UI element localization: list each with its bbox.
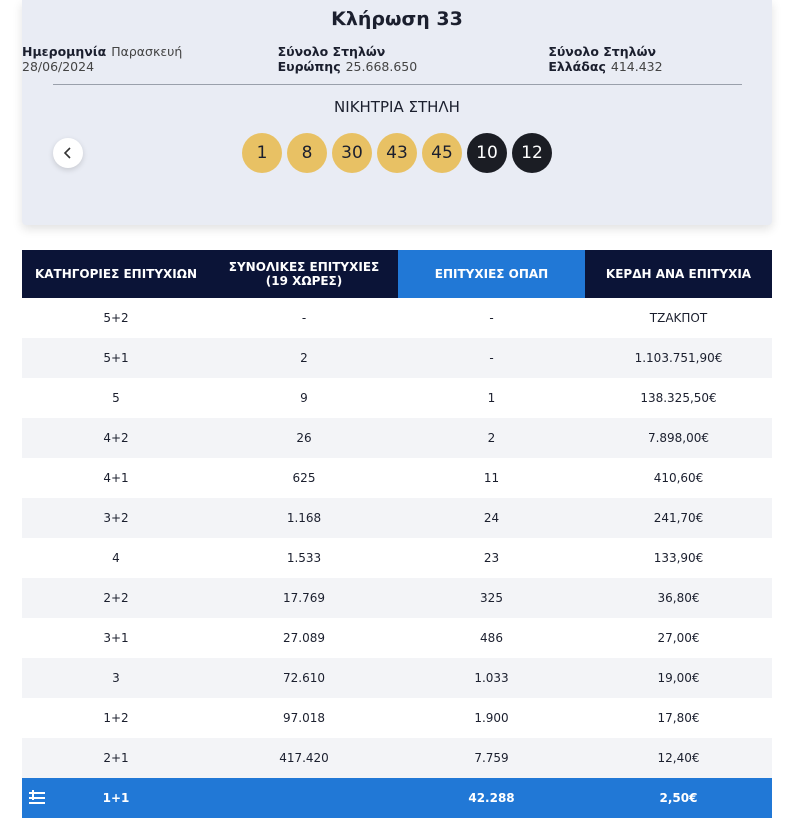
winning-title: ΝΙΚΗΤΡΙΑ ΣΤΗΛΗ [334, 98, 460, 116]
table-cell: 23 [483, 551, 500, 565]
table-cell: 138.325,50€ [640, 391, 717, 405]
flag-icon [29, 790, 45, 804]
winning-numbers: 1 8 30 43 45 10 12 [242, 133, 552, 173]
table-cell: 1 [487, 391, 496, 405]
table-cell: 17.769 [210, 578, 398, 618]
table-row: 5 9 1 138.325,50€ [22, 378, 772, 418]
table-cell: 1+1 [22, 778, 210, 818]
column-header: ΚΑΤΗΓΟΡΙΕΣ ΕΠΙΤΥΧΙΩΝ [22, 250, 210, 298]
table-row: 3+2 1.168 24 241,70€ [22, 498, 772, 538]
table-cell: 17,80€ [657, 711, 700, 725]
table-cell: 12,40€ [585, 738, 772, 778]
table-cell: 2 [210, 338, 398, 378]
info-value: Παρασκευή 28/06/2024 [22, 44, 183, 74]
table-cell: 3+1 [103, 631, 129, 645]
column-header: ΣΥΝΟΛΙΚΕΣ ΕΠΙΤΥΧΙΕΣ (19 ΧΩΡΕΣ) [210, 250, 398, 298]
table-cell: 26 [210, 418, 398, 458]
table-cell: 97.018 [283, 711, 325, 725]
prize-table: ΚΑΤΗΓΟΡΙΕΣ ΕΠΙΤΥΧΙΩΝ ΣΥΝΟΛΙΚΕΣ ΕΠΙΤΥΧΙΕΣ … [22, 250, 772, 818]
number-ball: 8 [287, 133, 327, 173]
table-cell: 3 [22, 658, 210, 698]
info-value: 414.432 [610, 59, 663, 74]
info-label: Σύνολο Στηλών Ευρώπης [277, 44, 386, 74]
table-cell: 1+2 [103, 711, 129, 725]
table-cell: 27.089 [283, 631, 325, 645]
table-cell: 241,70€ [585, 498, 772, 538]
table-row: 2+2 17.769 325 36,80€ [22, 578, 772, 618]
table-row: 4+2 26 2 7.898,00€ [22, 418, 772, 458]
euro-ball: 10 [467, 133, 507, 173]
number-ball: 45 [422, 133, 462, 173]
info-item: Ημερομηνία Παρασκευή 28/06/2024 [22, 44, 256, 74]
table-cell: 625 [292, 471, 316, 485]
table-cell: - [301, 311, 307, 325]
table-cell: 9 [300, 391, 308, 405]
table-cell: 1.533 [286, 551, 322, 565]
info-item: Σύνολο Στηλών Ευρώπης 25.668.650 [278, 44, 527, 74]
column-header: ΕΠΙΤΥΧΙΕΣ ΟΠΑΠ [398, 250, 585, 298]
table-row: 3+1 27.089 486 27,00€ [22, 618, 772, 658]
table-row: 4 1.533 23 133,90€ [22, 538, 772, 578]
divider [53, 84, 742, 85]
table-cell: 27,00€ [657, 631, 700, 645]
info-item: Σύνολο Στηλών Ελλάδας 414.432 [548, 44, 772, 74]
table-cell: 417.420 [210, 738, 398, 778]
table-cell: 2 [398, 418, 585, 458]
table-row: 2+1 417.420 7.759 12,40€ [22, 738, 772, 778]
draw-title: Κλήρωση 33 [331, 8, 463, 30]
table-cell: 1.900 [474, 711, 509, 725]
previous-button[interactable] [53, 138, 83, 168]
table-cell: 4+1 [103, 471, 129, 485]
table-cell: - [398, 338, 585, 378]
column-header: ΚΕΡΔΗ ΑΝΑ ΕΠΙΤΥΧΙΑ [585, 250, 772, 298]
table-cell: 24 [398, 498, 585, 538]
table-row: 5+1 2-1.103.751,90€ [22, 338, 772, 378]
table-cell: 36,80€ [585, 578, 772, 618]
table-cell: 1.103.751,90€ [585, 338, 772, 378]
table-cell: 133,90€ [653, 551, 704, 565]
table-cell: 5 [112, 391, 120, 405]
table-cell: 2,50€ [585, 778, 772, 818]
table-cell: 325 [398, 578, 585, 618]
table-row: 1+2 97.018 1.900 17,80€ [22, 698, 772, 738]
info-value: 25.668.650 [345, 59, 418, 74]
number-ball: 43 [377, 133, 417, 173]
table-cell: ΤΖΑΚΠΟΤ [649, 311, 708, 325]
table-cell: 3+2 [22, 498, 210, 538]
table-cell: 42.288 [398, 778, 585, 818]
table-cell: 7.898,00€ [585, 418, 772, 458]
table-row: 1+1 42.288 2,50€ [22, 778, 772, 818]
table-cell: 1.168 [210, 498, 398, 538]
table-cell: 486 [480, 631, 503, 645]
table-cell: 11 [483, 471, 500, 485]
table-cell: 19,00€ [585, 658, 772, 698]
table-cell: - [489, 311, 494, 325]
table-cell: 2+2 [22, 578, 210, 618]
table-cell [210, 778, 398, 818]
table-cell: 5+1 [22, 338, 210, 378]
table-row: 5+2 - - ΤΖΑΚΠΟΤ [22, 298, 772, 338]
table-cell: 7.759 [398, 738, 585, 778]
number-ball: 30 [332, 133, 372, 173]
table-cell: 4 [112, 551, 120, 565]
table-cell: 4+2 [22, 418, 210, 458]
table-row: 3 72.610 1.033 19,00€ [22, 658, 772, 698]
draw-card: Κλήρωση 33 Ημερομηνία Παρασκευή 28/06/202… [22, 0, 772, 225]
info-label: Σύνολο Στηλών Ελλάδας [548, 44, 656, 74]
number-ball: 1 [242, 133, 282, 173]
info-label: Ημερομηνία [22, 44, 107, 59]
table-cell: 1.033 [398, 658, 585, 698]
table-cell: 410,60€ [653, 471, 704, 485]
table-cell: 2+1 [22, 738, 210, 778]
euro-ball: 12 [512, 133, 552, 173]
draw-info: Ημερομηνία Παρασκευή 28/06/2024 Σύνολο Στη… [22, 44, 772, 74]
table-cell: 72.610 [210, 658, 398, 698]
table-row: 4+1 625 11 410,60€ [22, 458, 772, 498]
table-cell: 5+2 [103, 311, 129, 325]
